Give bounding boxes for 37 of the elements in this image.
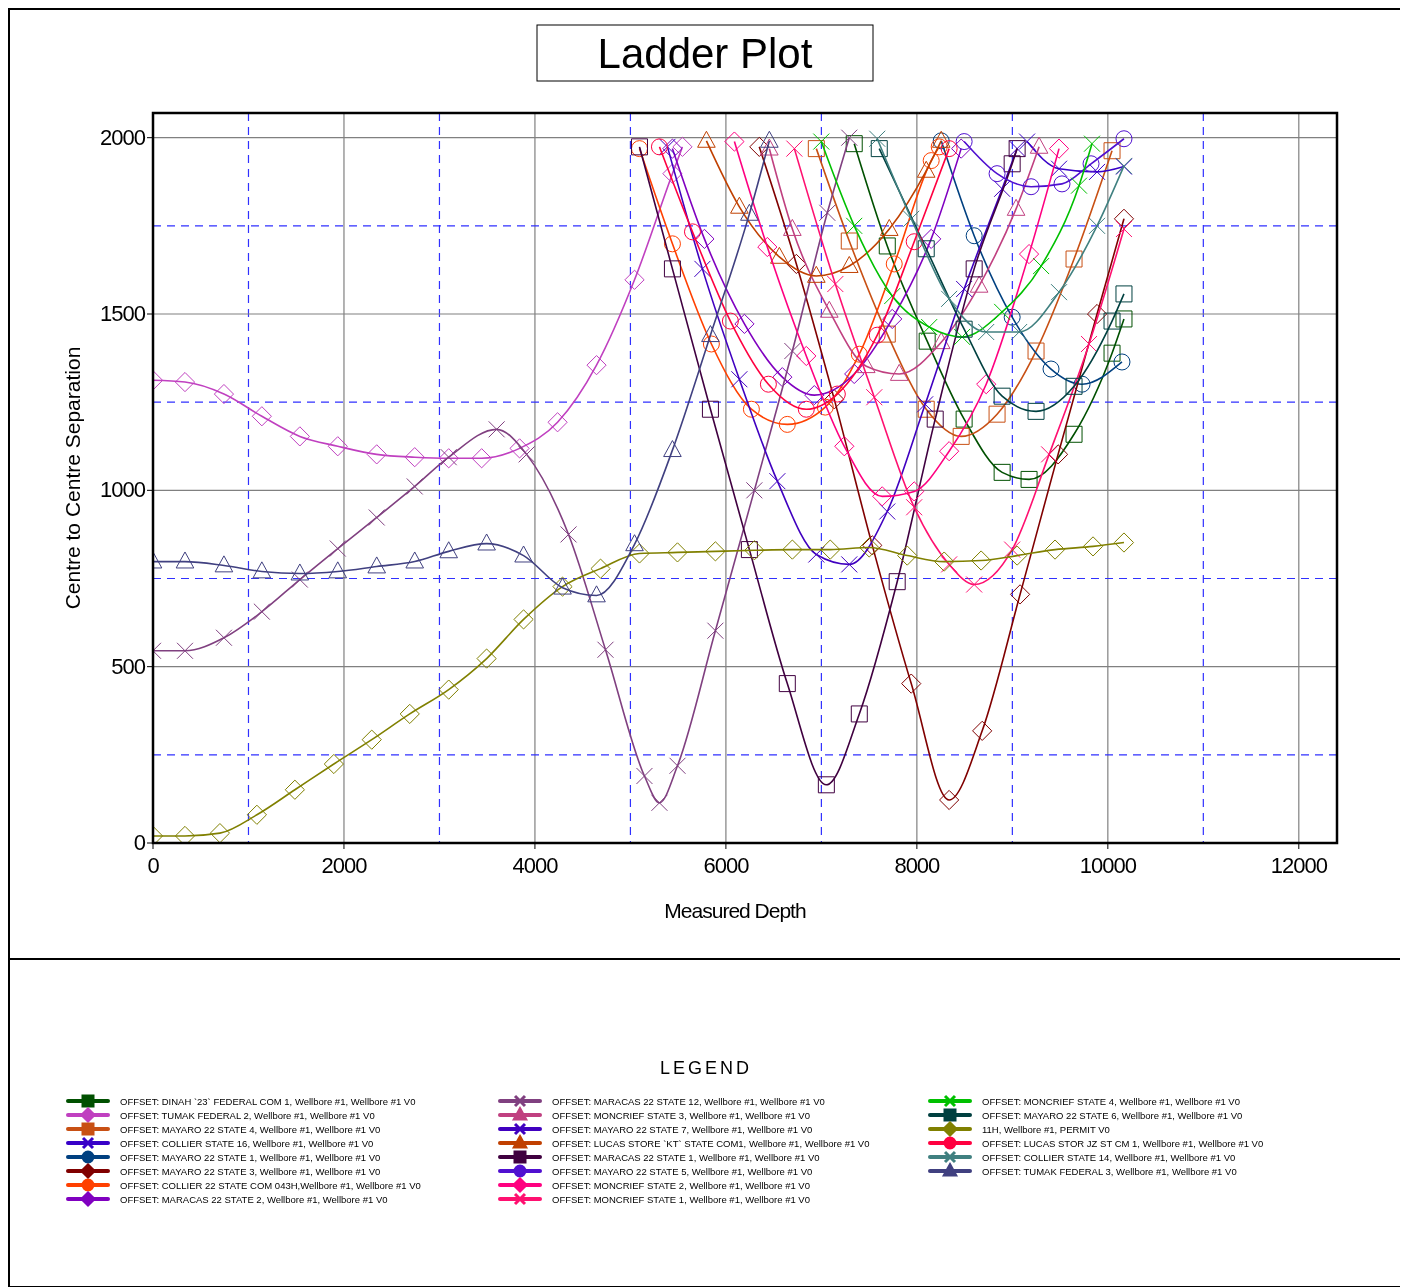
legend-label: OFFSET: MONCRIEF STATE 4, Wellbore #1, Wellbore #1 V0 <box>982 1095 1240 1107</box>
x-tick-label: 12000 <box>1270 853 1328 878</box>
x-tick-label: 2000 <box>321 853 368 878</box>
y-tick-label: 500 <box>111 653 146 679</box>
x-tick-label: 4000 <box>512 853 559 878</box>
x-axis-title: Measured Depth <box>664 899 806 922</box>
legend-label: OFFSET: TUMAK FEDERAL 3, Wellbore #1, Wellbore #1 V0 <box>982 1165 1237 1177</box>
legend-label: OFFSET: DINAH `23` FEDERAL COM 1, Wellbore #1, Wellbore #1 V0 <box>120 1095 416 1107</box>
legend-label: OFFSET: MARACAS 22 STATE 1, Wellbore #1, Wellbore #1 V0 <box>552 1151 820 1163</box>
legend-label: OFFSET: LUCAS STORE `KT` STATE COM1, Wellbore #1, Wellbore #1 V0 <box>552 1137 870 1149</box>
legend-label: OFFSET: LUCAS STOR JZ ST CM 1, Wellbore #1, Wellbore #1 V0 <box>982 1137 1264 1149</box>
legend-label: OFFSET: TUMAK FEDERAL 2, Wellbore #1, Wellbore #1 V0 <box>120 1109 375 1121</box>
y-tick-label: 1000 <box>100 477 146 503</box>
legend-label: OFFSET: MAYARO 22 STATE 3, Wellbore #1, Wellbore #1 V0 <box>120 1165 381 1177</box>
x-tick-label: 10000 <box>1079 853 1137 878</box>
legend-label: OFFSET: COLLIER STATE 14, Wellbore #1, Wellbore #1 V0 <box>982 1151 1236 1163</box>
legend-label: OFFSET: MONCRIEF STATE 3, Wellbore #1, Wellbore #1 V0 <box>552 1109 810 1121</box>
legend-label: 11H, Wellbore #1, PERMIT V0 <box>982 1123 1110 1135</box>
chart-title: Ladder Plot <box>597 30 813 77</box>
x-tick-label: 6000 <box>703 853 750 878</box>
y-tick-label: 0 <box>133 830 146 855</box>
legend-label: OFFSET: MARACAS 22 STATE 12, Wellbore #1, Wellbore #1 V0 <box>552 1095 825 1107</box>
legend-label: OFFSET: COLLIER STATE 16, Wellbore #1, Wellbore #1 V0 <box>120 1137 374 1149</box>
legend-label: OFFSET: MAYARO 22 STATE 6, Wellbore #1, Wellbore #1 V0 <box>982 1109 1243 1121</box>
legend-title: LEGEND <box>659 1058 753 1078</box>
y-tick-label: 2000 <box>100 124 146 150</box>
legend-label: OFFSET: MAYARO 22 STATE 1, Wellbore #1, Wellbore #1 V0 <box>120 1151 381 1163</box>
y-axis-title: Centre to Centre Separation <box>61 346 84 610</box>
legend-label: OFFSET: MAYARO 22 STATE 4, Wellbore #1, Wellbore #1 V0 <box>120 1123 381 1135</box>
legend-label: OFFSET: MONCRIEF STATE 1, Wellbore #1, Wellbore #1 V0 <box>552 1193 810 1205</box>
legend-label: OFFSET: MARACAS 22 STATE 2, Wellbore #1, Wellbore #1 V0 <box>120 1193 388 1205</box>
legend-label: OFFSET: COLLIER 22 STATE COM 043H,Wellbore #1, Wellbore #1 V0 <box>120 1179 421 1191</box>
x-tick-label: 8000 <box>894 853 941 878</box>
legend-label: OFFSET: MONCRIEF STATE 2, Wellbore #1, Wellbore #1 V0 <box>552 1179 810 1191</box>
y-tick-label: 1500 <box>100 301 146 327</box>
legend-label: OFFSET: MAYARO 22 STATE 5, Wellbore #1, Wellbore #1 V0 <box>552 1165 813 1177</box>
legend-label: OFFSET: MAYARO 22 STATE 7, Wellbore #1, Wellbore #1 V0 <box>552 1123 813 1135</box>
